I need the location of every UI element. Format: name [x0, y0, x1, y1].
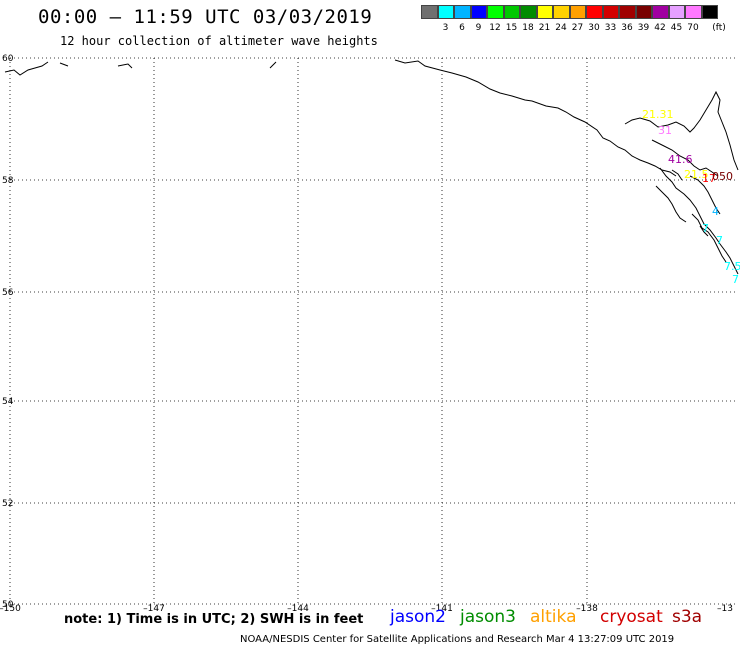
scale-unit: (ft) — [712, 23, 726, 33]
wave-height-label: 7 — [732, 273, 739, 286]
scale-swatch — [685, 5, 702, 19]
longitude-tick-label: –141 — [431, 604, 453, 614]
scale-swatch — [668, 5, 685, 19]
wave-height-label: 4 — [712, 205, 719, 218]
latitude-tick-label: 60 — [2, 54, 14, 64]
scale-swatch — [421, 5, 438, 19]
scale-swatch — [437, 5, 454, 19]
scale-label: 12 — [489, 23, 501, 33]
longitude-tick-label: –144 — [287, 604, 309, 614]
satellite-legend-jason3: jason3 — [460, 607, 516, 627]
scale-label: 45 — [670, 23, 683, 33]
satellite-legend-cryosat: cryosat — [600, 607, 663, 627]
scale-label: 42 — [654, 23, 666, 33]
page-title: 00:00 – 11:59 UTC 03/03/2019 — [38, 6, 373, 28]
axis-labels: –150 –147 –144 –141 –138 –13 60 58 56 54 52 50 — [0, 54, 733, 614]
satellite-legend-jason2: jason2 — [390, 607, 446, 627]
wave-height-label: 7 — [716, 234, 723, 247]
scale-label: 3 — [442, 23, 449, 33]
southeast-alaska-coast — [624, 90, 739, 275]
scale-swatch — [586, 5, 603, 19]
latitude-tick-label: 50 — [2, 600, 14, 610]
latitude-tick-label: 56 — [2, 288, 14, 298]
wave-height-label: 17 — [702, 172, 716, 185]
wave-height-label: 21.5 — [684, 168, 709, 181]
wave-height-label: 41.6 — [668, 153, 693, 166]
wave-height-label: 050 — [712, 170, 733, 183]
longitude-tick-label: –138 — [576, 604, 598, 614]
coastline — [4, 59, 739, 275]
wave-height-label: 21.31 — [642, 108, 674, 121]
scale-label: 33 — [604, 23, 617, 33]
satellite-legend-altika: altika — [530, 607, 577, 627]
scale-swatch — [454, 5, 471, 19]
scale-swatch — [635, 5, 652, 19]
satellite-legend-s3a: s3a — [672, 607, 703, 627]
scale-swatch — [701, 5, 718, 19]
longitude-tick-label: –13 — [717, 604, 733, 614]
scale-swatch — [553, 5, 570, 19]
scale-label: 9 — [475, 23, 482, 33]
wave-height-label: 7.5 — [724, 260, 740, 273]
scale-swatch — [569, 5, 586, 19]
alaska-coast — [4, 59, 677, 177]
scale-label: 70 — [687, 23, 699, 33]
wave-height-label: 31 — [658, 124, 672, 137]
latitude-tick-label: 52 — [2, 499, 13, 509]
note-text: note: 1) Time is in UTC; 2) SWH is in fe… — [64, 612, 364, 627]
scale-swatch — [652, 5, 669, 19]
scale-label: 30 — [588, 23, 600, 33]
longitude-tick-label: –147 — [143, 604, 165, 614]
map-grid — [9, 57, 738, 605]
scale-swatch — [520, 5, 537, 19]
page-subtitle: 12 hour collection of altimeter wave hei… — [60, 34, 378, 48]
scale-label: 18 — [522, 23, 534, 33]
scale-swatch — [503, 5, 520, 19]
scale-swatch — [470, 5, 487, 19]
latitude-tick-label: 54 — [2, 397, 14, 407]
wave-height-label: 7 — [702, 222, 709, 235]
scale-swatch — [487, 5, 504, 19]
credit-line: NOAA/NESDIS Center for Satellite Applica… — [240, 634, 675, 645]
longitude-tick-label: –150 — [0, 604, 21, 614]
scale-label: 24 — [555, 23, 567, 33]
scale-label: 27 — [571, 23, 584, 33]
latitude-tick-label: 58 — [2, 176, 14, 186]
scale-label: 36 — [621, 23, 633, 33]
scale-label: 6 — [459, 23, 465, 33]
scale-swatch — [619, 5, 636, 19]
scale-label: 39 — [637, 23, 650, 33]
scale-label: 15 — [505, 23, 518, 33]
scale-swatch — [536, 5, 553, 19]
scale-label: 21 — [538, 23, 551, 33]
scale-swatch — [602, 5, 619, 19]
